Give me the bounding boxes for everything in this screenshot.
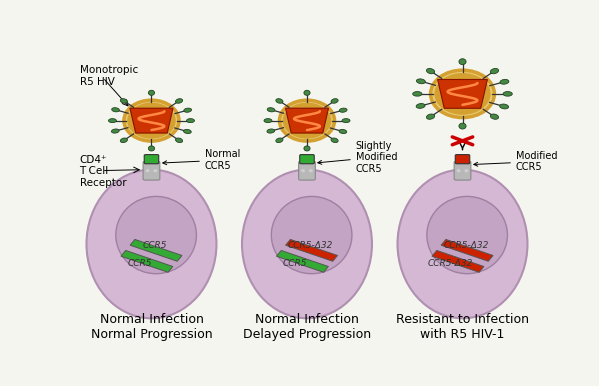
Polygon shape (432, 251, 484, 272)
FancyBboxPatch shape (454, 161, 471, 180)
Ellipse shape (500, 104, 509, 109)
Ellipse shape (456, 169, 461, 172)
Ellipse shape (416, 79, 425, 84)
Ellipse shape (459, 59, 466, 64)
Text: CD4⁺
T Cell
Receptor: CD4⁺ T Cell Receptor (80, 154, 126, 188)
FancyBboxPatch shape (299, 161, 315, 180)
FancyBboxPatch shape (300, 155, 314, 164)
Ellipse shape (267, 108, 275, 112)
Ellipse shape (339, 108, 347, 112)
Ellipse shape (283, 103, 331, 139)
Ellipse shape (342, 119, 350, 123)
Ellipse shape (413, 91, 422, 96)
Polygon shape (438, 80, 488, 108)
Text: Normal Infection
Delayed Progression: Normal Infection Delayed Progression (243, 313, 371, 341)
Ellipse shape (184, 108, 192, 112)
Ellipse shape (124, 100, 179, 141)
Ellipse shape (111, 129, 119, 133)
Ellipse shape (276, 138, 283, 142)
Ellipse shape (153, 169, 158, 172)
Ellipse shape (459, 123, 466, 129)
Ellipse shape (120, 99, 128, 103)
Ellipse shape (339, 129, 347, 134)
Polygon shape (277, 251, 328, 272)
Ellipse shape (271, 196, 352, 274)
Ellipse shape (503, 91, 512, 96)
Ellipse shape (301, 169, 305, 172)
Ellipse shape (464, 169, 468, 172)
Ellipse shape (120, 138, 128, 142)
Ellipse shape (434, 73, 491, 115)
Polygon shape (286, 108, 328, 133)
Text: Modified
CCR5: Modified CCR5 (474, 151, 558, 173)
Ellipse shape (304, 90, 310, 95)
Ellipse shape (431, 70, 494, 118)
Ellipse shape (267, 129, 275, 133)
Ellipse shape (176, 138, 183, 142)
Text: Slightly
Modified
CCR5: Slightly Modified CCR5 (318, 141, 397, 174)
Ellipse shape (427, 196, 507, 274)
Ellipse shape (186, 119, 195, 123)
Ellipse shape (242, 170, 372, 318)
Text: CCR5: CCR5 (283, 259, 307, 268)
Ellipse shape (86, 170, 216, 318)
Ellipse shape (426, 68, 435, 74)
Ellipse shape (127, 103, 176, 139)
Text: CCR5-Δ32: CCR5-Δ32 (428, 259, 473, 268)
Ellipse shape (279, 100, 335, 141)
Text: CCR5-Δ32: CCR5-Δ32 (288, 241, 333, 250)
Ellipse shape (331, 99, 338, 103)
Text: CCR5-Δ32: CCR5-Δ32 (443, 241, 489, 250)
Text: CCR5: CCR5 (143, 241, 167, 250)
Text: Normal Infection
Normal Progression: Normal Infection Normal Progression (90, 313, 212, 341)
Ellipse shape (426, 114, 435, 119)
Ellipse shape (149, 146, 155, 151)
Polygon shape (130, 239, 182, 261)
Ellipse shape (176, 99, 183, 103)
FancyBboxPatch shape (143, 161, 160, 180)
Ellipse shape (146, 169, 150, 172)
Ellipse shape (264, 119, 272, 123)
Ellipse shape (331, 138, 338, 142)
Ellipse shape (183, 129, 191, 134)
Ellipse shape (149, 90, 155, 95)
Text: Resistant to Infection
with R5 HIV-1: Resistant to Infection with R5 HIV-1 (396, 313, 529, 341)
Text: Monotropic
R5 HIV: Monotropic R5 HIV (80, 65, 138, 87)
Ellipse shape (500, 80, 509, 84)
Polygon shape (130, 108, 173, 133)
Polygon shape (121, 251, 173, 272)
Ellipse shape (398, 170, 528, 318)
Ellipse shape (491, 68, 498, 74)
Ellipse shape (416, 103, 425, 108)
Text: CCR5: CCR5 (128, 259, 152, 268)
Ellipse shape (111, 108, 119, 112)
Ellipse shape (276, 99, 283, 103)
Polygon shape (286, 239, 337, 261)
Ellipse shape (116, 196, 196, 274)
Ellipse shape (108, 119, 116, 123)
Text: Normal
CCR5: Normal CCR5 (163, 149, 240, 171)
FancyBboxPatch shape (455, 155, 470, 164)
FancyBboxPatch shape (144, 155, 159, 164)
Ellipse shape (491, 114, 498, 119)
Ellipse shape (309, 169, 313, 172)
Polygon shape (441, 239, 493, 261)
Ellipse shape (304, 146, 310, 151)
